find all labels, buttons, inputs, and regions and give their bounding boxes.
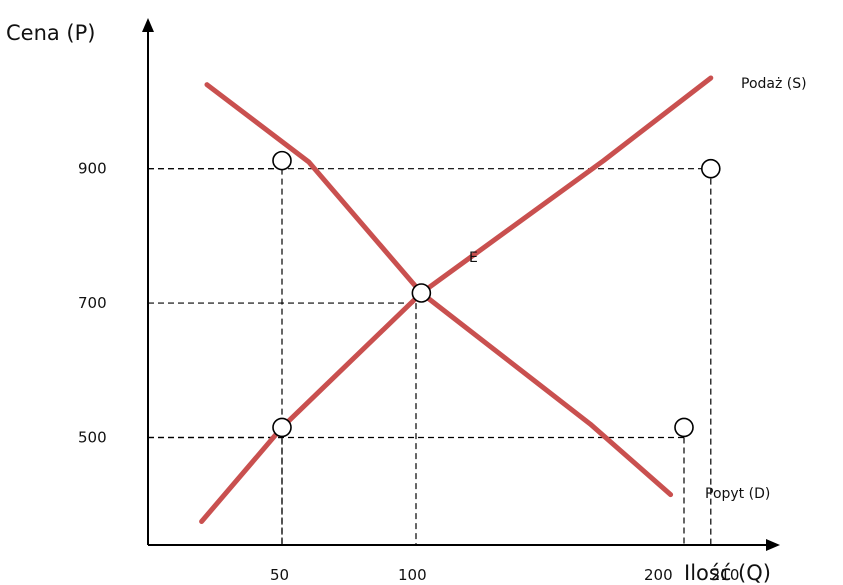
x-tick-50: 50 xyxy=(270,566,289,584)
guide-lines xyxy=(148,168,712,545)
axes xyxy=(142,18,780,551)
y-tick-500: 500 xyxy=(78,428,107,446)
equilibrium-label: E xyxy=(469,250,478,266)
y-axis-arrowhead xyxy=(142,18,154,32)
marker-4 xyxy=(674,417,694,438)
marker-0 xyxy=(272,150,292,171)
supply-curve-label: Podaż (S) xyxy=(741,76,807,92)
x-tick-210: 210 xyxy=(711,566,740,584)
x-tick-100: 100 xyxy=(398,566,427,584)
y-tick-900: 900 xyxy=(78,160,107,178)
demand-curve-label: Popyt (D) xyxy=(705,486,770,502)
x-tick-200: 200 xyxy=(644,566,673,584)
y-axis-title: Cena (P) xyxy=(6,21,96,45)
marker-3 xyxy=(272,417,292,438)
markers xyxy=(272,150,721,438)
tick-labels: 500 700 900 50 100 200 210 xyxy=(78,160,739,584)
x-axis-arrowhead xyxy=(766,539,780,551)
marker-1 xyxy=(700,158,721,179)
y-tick-700: 700 xyxy=(78,294,107,312)
x-axis-title: Ilość (Q) xyxy=(684,561,771,585)
marker-2 xyxy=(411,283,432,303)
supply-curve xyxy=(199,75,714,524)
curves xyxy=(199,75,714,524)
